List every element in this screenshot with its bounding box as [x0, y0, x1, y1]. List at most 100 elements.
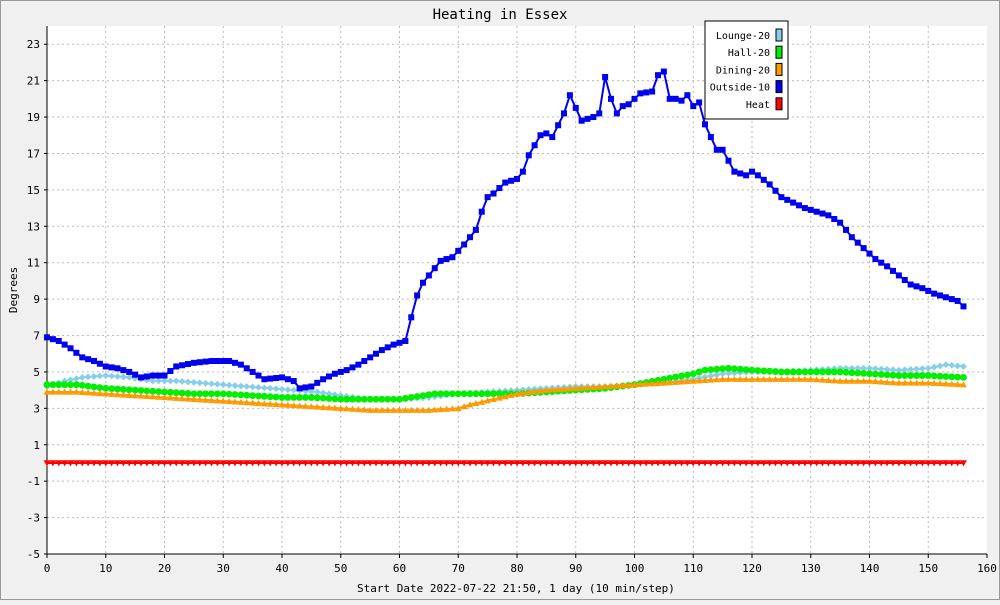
data-point-outside-10 [884, 263, 891, 270]
data-point-dining-20 [930, 379, 938, 386]
data-point-dining-20 [507, 391, 515, 398]
data-point-heat [766, 460, 774, 467]
data-point-outside-10 [925, 287, 932, 294]
legend-swatch-outside-10 [775, 80, 783, 94]
data-point-heat [131, 460, 139, 467]
data-point-lounge-20 [713, 371, 721, 379]
data-point-hall-20 [331, 395, 339, 403]
data-point-outside-10 [837, 219, 844, 226]
data-point-dining-20 [114, 391, 121, 398]
data-point-heat [595, 460, 603, 467]
data-point-hall-20 [660, 375, 668, 383]
data-point-dining-20 [683, 377, 691, 385]
data-point-dining-20 [883, 378, 891, 385]
data-point-heat [654, 460, 662, 467]
data-point-dining-20 [830, 377, 838, 384]
data-point-outside-10 [308, 383, 315, 390]
data-point-dining-20 [854, 377, 862, 384]
data-point-heat [466, 460, 474, 467]
data-point-hall-20 [61, 381, 69, 389]
y-tick-label: 23 [27, 38, 40, 51]
data-point-heat [619, 460, 627, 467]
data-point-dining-20 [260, 400, 268, 407]
data-point-outside-10 [249, 368, 256, 375]
data-point-outside-10 [44, 334, 50, 341]
data-point-heat [960, 460, 967, 467]
data-point-hall-20 [707, 366, 715, 374]
data-point-outside-10 [226, 358, 233, 365]
data-point-dining-20 [460, 403, 468, 410]
data-point-heat [689, 460, 697, 467]
data-point-heat [625, 460, 633, 467]
data-point-heat [166, 460, 174, 467]
data-point-outside-10 [672, 95, 679, 102]
data-point-dining-20 [548, 386, 556, 393]
data-point-outside-10 [643, 89, 650, 96]
data-point-dining-20 [307, 403, 315, 410]
data-point-lounge-20 [736, 369, 744, 377]
data-point-heat [883, 460, 891, 467]
data-point-heat [43, 460, 51, 467]
data-point-dining-20 [766, 375, 774, 382]
data-point-outside-10 [566, 92, 573, 99]
data-point-hall-20 [337, 395, 345, 403]
data-point-hall-20 [478, 390, 486, 398]
data-point-heat [184, 460, 192, 467]
data-point-outside-10 [702, 121, 708, 128]
data-point-outside-10 [73, 349, 80, 356]
data-point-hall-20 [713, 365, 721, 373]
data-point-dining-20 [72, 388, 80, 395]
data-point-hall-20 [889, 371, 897, 379]
data-point-heat [396, 460, 403, 467]
data-point-outside-10 [185, 361, 191, 368]
data-point-lounge-20 [184, 378, 192, 386]
data-point-heat [143, 460, 151, 467]
data-point-heat [284, 460, 292, 467]
data-point-outside-10 [331, 370, 338, 377]
data-point-hall-20 [325, 395, 333, 402]
data-point-heat [636, 460, 644, 467]
data-point-hall-20 [801, 368, 809, 376]
data-point-outside-10 [279, 374, 285, 381]
data-point-dining-20 [901, 379, 909, 386]
data-point-lounge-20 [143, 376, 151, 384]
data-point-hall-20 [172, 389, 180, 397]
data-point-outside-10 [496, 185, 503, 192]
data-point-lounge-20 [924, 364, 932, 372]
data-point-hall-20 [719, 365, 727, 373]
data-point-dining-20 [601, 383, 609, 390]
data-point-dining-20 [913, 379, 920, 386]
legend-label-lounge-20: Lounge-20 [716, 31, 770, 42]
y-tick-label: 9 [33, 293, 40, 306]
data-point-dining-20 [783, 375, 791, 382]
data-point-outside-10 [367, 354, 374, 361]
data-point-heat [90, 460, 98, 467]
data-point-hall-20 [895, 372, 903, 379]
data-point-dining-20 [589, 383, 597, 390]
data-point-dining-20 [813, 376, 821, 383]
y-axis-label: Degrees [7, 267, 20, 313]
data-point-hall-20 [208, 390, 215, 398]
data-point-hall-20 [413, 393, 421, 400]
data-point-dining-20 [213, 397, 221, 404]
data-point-outside-10 [302, 384, 309, 391]
data-point-lounge-20 [319, 389, 327, 397]
y-tick-label: 5 [33, 366, 40, 379]
data-point-heat [343, 460, 351, 467]
data-point-outside-10 [49, 336, 56, 343]
data-point-dining-20 [619, 382, 627, 389]
data-point-lounge-20 [883, 365, 891, 373]
data-point-lounge-20 [889, 366, 897, 374]
data-point-heat [372, 460, 380, 467]
data-point-outside-10 [384, 344, 391, 351]
data-point-heat [478, 460, 486, 467]
data-point-heat [266, 460, 274, 467]
data-point-hall-20 [730, 365, 738, 373]
data-point-dining-20 [578, 384, 586, 391]
data-point-lounge-20 [161, 377, 168, 385]
data-point-dining-20 [243, 399, 251, 406]
data-point-outside-10 [355, 361, 362, 368]
y-tick-label: -5 [27, 548, 40, 561]
legend-swatch-heat [775, 97, 783, 111]
